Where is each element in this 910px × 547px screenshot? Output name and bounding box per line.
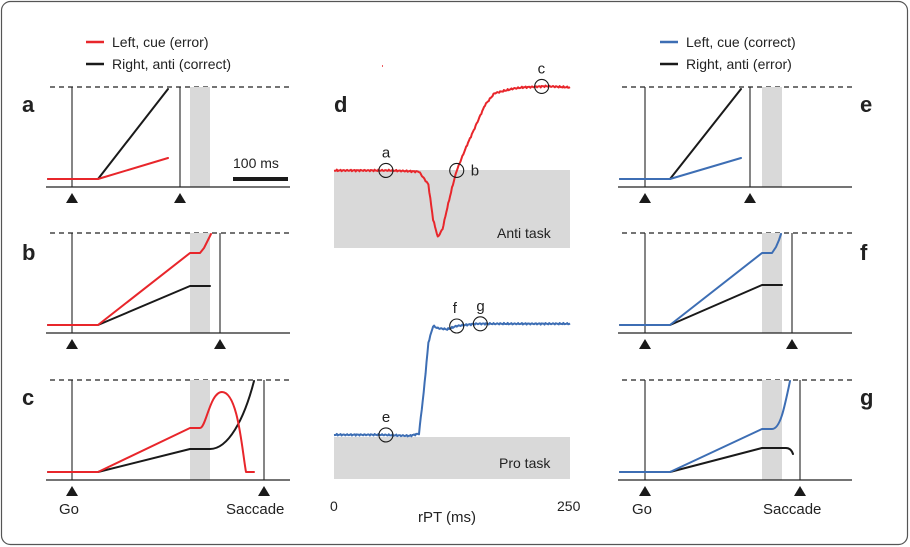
legend-blue-label: Left, cue (correct)	[686, 34, 796, 50]
left-saccade-label: Saccade	[226, 501, 284, 518]
center-xlabel: rPT (ms)	[418, 509, 476, 526]
point-marker-c	[534, 78, 550, 95]
panel-e-blue-curve	[619, 157, 742, 180]
panel-c-black-curve	[47, 380, 255, 473]
panel-d-label: d	[334, 92, 347, 117]
legend-red-label: Left, cue (error)	[112, 34, 208, 50]
panel-e-label: e	[860, 92, 872, 117]
panel-f-label: f	[860, 240, 868, 265]
panel-e-saccade-marker	[744, 193, 756, 203]
right-saccade-label: Saccade	[763, 501, 821, 518]
panel-e-shade	[762, 87, 782, 187]
panel-a-saccade-marker	[174, 193, 186, 203]
anti-plot: a b c	[333, 60, 571, 238]
panel-b: b	[22, 232, 290, 349]
pro-plot: e f g	[333, 298, 571, 443]
point-label-f: f	[453, 300, 458, 317]
point-label-a: a	[382, 144, 391, 161]
panel-f-shade	[762, 233, 782, 333]
panel-a-red-curve	[47, 157, 169, 180]
panel-g-label: g	[860, 385, 873, 410]
panel-f-black-curve	[619, 284, 783, 326]
panel-g-saccade-marker	[794, 486, 806, 496]
panel-c-go-marker	[66, 486, 78, 496]
pro-task-shade	[334, 437, 570, 479]
series-line-0	[333, 84, 571, 238]
left-go-label: Go	[59, 501, 79, 518]
point-marker-b	[449, 162, 465, 179]
panel-c-shade	[190, 380, 210, 480]
panel-a-shade	[190, 87, 210, 187]
point-label-b: b	[471, 162, 479, 179]
panel-e-black-curve	[619, 88, 742, 180]
panel-b-go-marker	[66, 339, 78, 349]
panel-f: f	[618, 232, 868, 349]
panel-e-go-marker	[639, 193, 651, 203]
x-tick-250: 250	[557, 498, 581, 514]
panel-a: a 100 ms	[22, 86, 290, 203]
panel-b-red-curve	[47, 233, 212, 326]
panel-b-label: b	[22, 240, 35, 265]
panel-b-shade	[190, 233, 210, 333]
anti-task-label: Anti task	[497, 225, 552, 241]
panel-pro: Pro task e f g	[333, 298, 571, 479]
series-line-0	[333, 321, 571, 438]
panel-e: e	[618, 86, 872, 203]
panel-c-label: c	[22, 385, 34, 410]
panel-g: g	[618, 379, 873, 496]
panel-g-black-curve	[619, 447, 794, 473]
panel-f-saccade-marker	[786, 339, 798, 349]
panel-a-black-curve	[47, 88, 169, 180]
panel-g-blue-curve	[619, 380, 791, 473]
panel-g-go-marker	[639, 486, 651, 496]
point-label-g: g	[476, 298, 484, 315]
panel-b-saccade-marker	[214, 339, 226, 349]
panel-f-go-marker	[639, 339, 651, 349]
pro-task-label: Pro task	[499, 455, 551, 471]
panel-c-saccade-marker	[258, 486, 270, 496]
panel-f-blue-curve	[619, 233, 782, 326]
panel-a-label: a	[22, 92, 35, 117]
point-marker-f	[449, 318, 465, 334]
x-tick-0: 0	[330, 498, 338, 514]
right-go-label: Go	[632, 501, 652, 518]
legend-black-label-right: Right, anti (error)	[686, 56, 792, 72]
point-marker-g	[472, 316, 488, 332]
panel-a-go-marker	[66, 193, 78, 203]
panel-c-red-curve	[47, 391, 255, 473]
legend-black-label: Right, anti (correct)	[112, 56, 231, 72]
anti-task-shade	[334, 170, 570, 248]
legend-right: Left, cue (correct) Right, anti (error)	[660, 34, 796, 72]
point-marker-e	[378, 427, 394, 443]
point-label-e: e	[382, 409, 390, 426]
panel-d: d Anti task a b c	[333, 60, 571, 248]
scale-bar-label: 100 ms	[233, 155, 279, 171]
panel-c: c	[22, 379, 290, 496]
point-marker-a	[378, 162, 394, 179]
legend-left: Left, cue (error) Right, anti (correct)	[86, 34, 231, 72]
point-label-c: c	[538, 60, 546, 77]
